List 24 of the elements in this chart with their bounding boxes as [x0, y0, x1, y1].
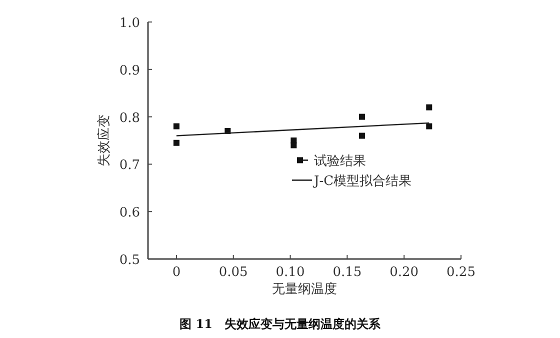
- x-tick-label: 0.25: [446, 265, 476, 280]
- x-tick-label: 0.05: [218, 265, 248, 280]
- x-axis-title: 无量纲温度: [272, 281, 337, 297]
- y-tick-label: 0.6: [119, 206, 140, 221]
- caption: 图 11 失效应变与无量纲温度的关系: [180, 317, 382, 331]
- y-tick-label: 0.7: [119, 158, 140, 174]
- point: [426, 104, 432, 110]
- y-tick-label: 0.8: [119, 110, 140, 126]
- legend-label: J-C模型拟合结果: [312, 174, 412, 190]
- y-tick-label: 0.5: [119, 253, 140, 268]
- y-tick-label: 1.0: [119, 16, 140, 31]
- x-tick-label: 0.10: [276, 265, 305, 280]
- legend-label: 试验结果: [314, 154, 366, 170]
- x-tick-label: 0: [172, 265, 181, 280]
- point: [358, 132, 365, 139]
- point: [426, 123, 432, 130]
- point: [173, 123, 180, 130]
- point: [173, 140, 180, 146]
- point: [358, 114, 365, 120]
- x-tick-label: 0.20: [390, 265, 419, 280]
- y-axis-title: 失效应变: [96, 114, 112, 166]
- y-tick-label: 0.9: [119, 63, 140, 78]
- point: [290, 142, 297, 148]
- x-tick-label: 0.15: [332, 265, 362, 280]
